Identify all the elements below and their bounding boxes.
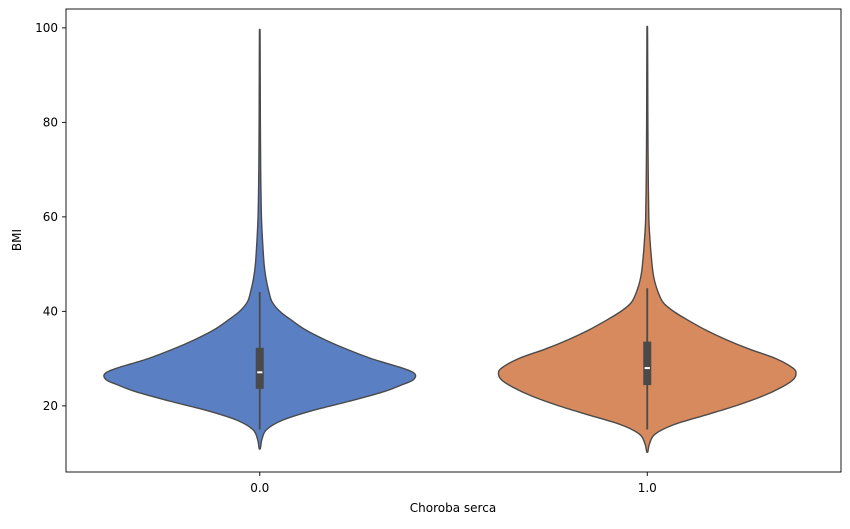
y-axis-label: BMI xyxy=(10,229,24,251)
violins-layer xyxy=(103,25,797,453)
y-tick-label-20: 20 xyxy=(43,399,58,413)
violin-body-1.0 xyxy=(497,25,797,453)
boxes-layer xyxy=(255,288,652,430)
x-tick-label-0.0: 0.0 xyxy=(250,481,269,495)
y-tick-label-40: 40 xyxy=(43,304,58,318)
violin-iqr-box-0.0 xyxy=(255,347,264,389)
violin-iqr-box-1.0 xyxy=(643,341,652,386)
violin-body-0.0 xyxy=(103,28,417,450)
y-axis: 20 40 60 80 100 xyxy=(35,21,66,413)
plot-frame xyxy=(65,8,842,473)
x-axis-label: Choroba serca xyxy=(410,501,496,515)
x-tick-label-1.0: 1.0 xyxy=(638,481,657,495)
y-tick-label-100: 100 xyxy=(35,21,58,35)
x-axis: 0.0 1.0 xyxy=(250,472,657,495)
y-tick-label-60: 60 xyxy=(43,210,58,224)
y-tick-label-80: 80 xyxy=(43,115,58,129)
